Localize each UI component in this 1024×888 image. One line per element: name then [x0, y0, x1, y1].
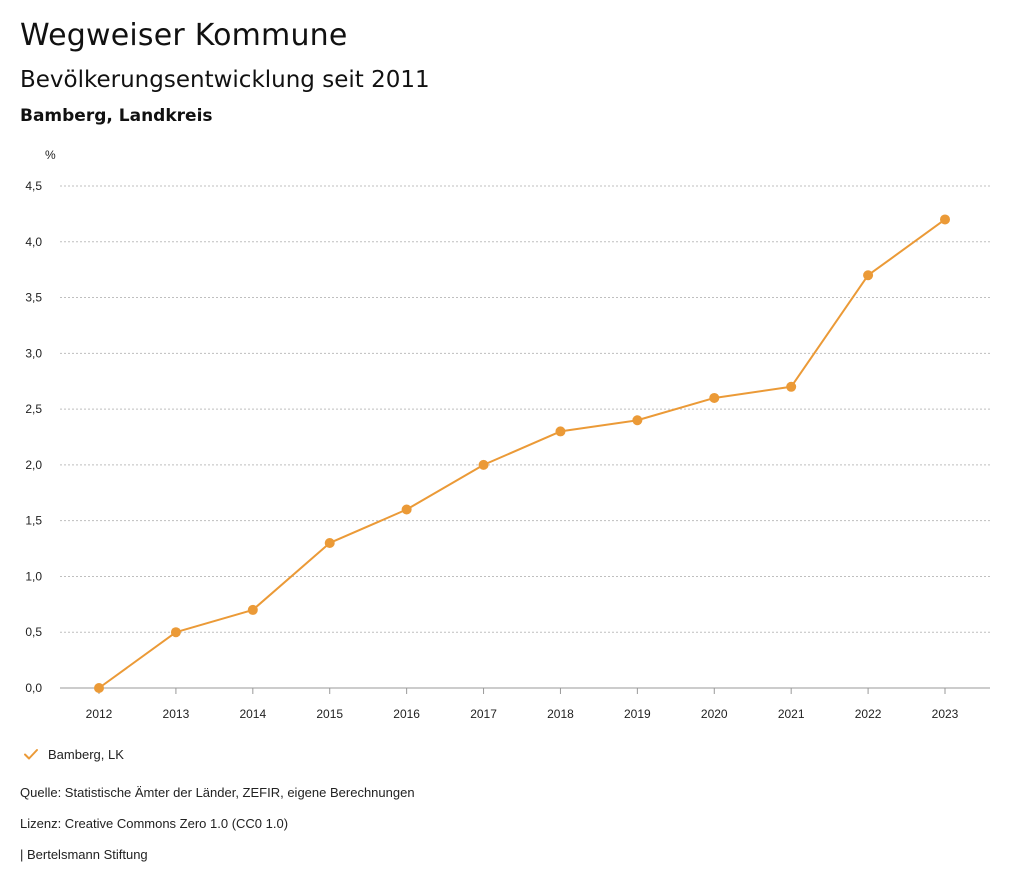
y-tick-label: 1,5 [25, 514, 42, 528]
brand-credit: | Bertelsmann Stiftung [20, 847, 148, 862]
data-point[interactable] [478, 459, 489, 470]
data-point[interactable] [709, 392, 720, 403]
x-tick-label: 2013 [163, 707, 190, 721]
y-tick-label: 3,5 [25, 291, 42, 305]
x-tick-label: 2015 [316, 707, 343, 721]
page-title: Wegweiser Kommune [20, 18, 348, 53]
y-tick-label: 0,5 [25, 625, 42, 639]
x-tick-label: 2012 [86, 707, 113, 721]
legend-label: Bamberg, LK [48, 746, 124, 762]
data-point[interactable] [324, 537, 335, 548]
x-tick-label: 2021 [778, 707, 805, 721]
x-tick-label: 2018 [547, 707, 574, 721]
data-point[interactable] [632, 415, 643, 426]
x-tick-label: 2022 [855, 707, 882, 721]
y-tick-label: 3,0 [25, 346, 42, 360]
check-icon [22, 745, 40, 763]
data-point[interactable] [863, 270, 874, 281]
x-tick-label: 2016 [393, 707, 420, 721]
region-name: Bamberg, Landkreis [20, 106, 213, 126]
series-line [98, 218, 946, 689]
x-tick-label: 2019 [624, 707, 651, 721]
data-point[interactable] [555, 426, 566, 437]
y-tick-label: 4,5 [25, 179, 42, 193]
data-point[interactable] [247, 604, 258, 615]
y-tick-label: 2,0 [25, 458, 42, 472]
x-tick-label: 2014 [239, 707, 266, 721]
x-tick-label: 2020 [701, 707, 728, 721]
y-tick-label: 1,0 [25, 569, 42, 583]
legend-item-bamberg[interactable]: Bamberg, LK [22, 744, 124, 764]
license-note: Lizenz: Creative Commons Zero 1.0 (CC0 1… [20, 816, 289, 831]
gridlines [60, 185, 990, 633]
x-tick-label: 2017 [470, 707, 497, 721]
source-note: Quelle: Statistische Ämter der Länder, Z… [20, 785, 415, 800]
y-tick-label: 4,0 [25, 235, 42, 249]
y-tick-label: 2,5 [25, 402, 42, 416]
data-point[interactable] [94, 683, 104, 693]
data-point[interactable] [786, 381, 797, 392]
x-axis: 2012 2013 2014 2015 2016 2017 2018 2019 2020 2021… [60, 687, 990, 721]
series-bamberg[interactable] [94, 214, 950, 693]
chart-subtitle: Bevölkerungsentwicklung seit 2011 [20, 67, 430, 93]
data-point[interactable] [170, 627, 181, 638]
y-tick-label: 0,0 [25, 681, 42, 695]
x-tick-label: 2023 [932, 707, 959, 721]
data-point[interactable] [940, 214, 950, 225]
data-point[interactable] [401, 504, 412, 515]
line-chart: 2012 2013 2014 2015 2016 2017 2018 2019 2020 2021… [25, 148, 990, 721]
y-axis: 0,0 0,5 1,0 1,5 2,0 2,5 3,0 3,5 4,0 4,5 [25, 179, 42, 695]
y-axis-unit-label: % [45, 148, 56, 162]
